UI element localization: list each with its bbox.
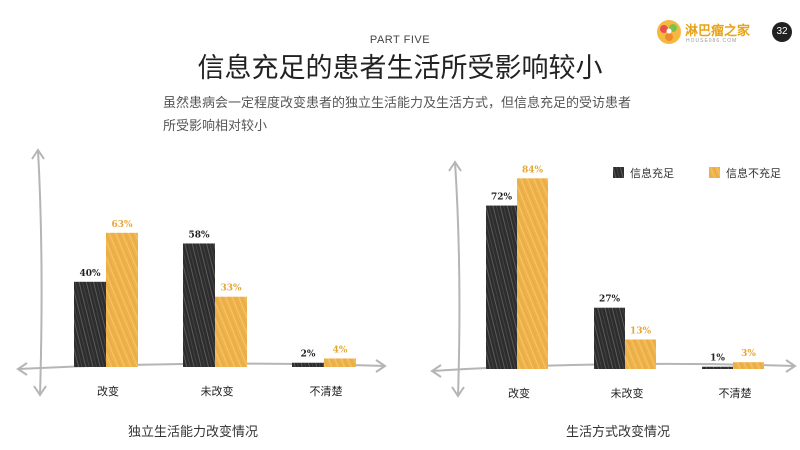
data-label: 40%	[79, 269, 101, 279]
data-label: 33%	[220, 284, 242, 294]
page-title: 信息充足的患者生活所受影响较小	[197, 53, 603, 84]
x-axis-arrow-right	[375, 359, 387, 373]
brand-logo: 淋巴瘤之家 HOUSE086.COM 32	[655, 18, 795, 50]
data-label: 58%	[188, 230, 210, 240]
legend-swatch-1	[709, 167, 720, 178]
bar-sufficient-0	[486, 205, 517, 369]
bar-insufficient-0	[106, 232, 138, 367]
category-label: 不清楚	[310, 384, 343, 398]
bar-insufficient-2	[733, 362, 764, 369]
part-label: PART FIVE	[369, 34, 431, 46]
data-label: 1%	[710, 354, 725, 364]
chart-caption-independent-living: 独立生活能力改变情况	[128, 425, 259, 440]
y-axis-line	[37, 149, 43, 396]
y-axis-line	[454, 161, 461, 397]
page-number-badge: 32	[772, 22, 792, 42]
category-label: 未改变	[201, 384, 234, 398]
category-label: 改变	[97, 384, 119, 398]
bar-sufficient-2	[292, 362, 324, 367]
x-axis-arrow-right	[785, 359, 797, 373]
data-label: 13%	[630, 326, 652, 336]
category-label: 不清楚	[719, 386, 752, 400]
bar-insufficient-1	[215, 296, 247, 367]
logo-icon	[657, 20, 681, 44]
data-label: 4%	[333, 345, 348, 355]
y-axis-arrow-bottom	[451, 386, 465, 398]
chart-lifestyle: 72% 84% 改变 27% 13% 未改变 1% 3% 不清楚 信息充足 信息不充足	[430, 160, 797, 400]
x-axis-arrow-left	[16, 362, 28, 376]
data-label: 63%	[111, 220, 133, 230]
logo-text: 淋巴瘤之家	[685, 24, 751, 39]
x-axis-arrow-left	[430, 364, 442, 378]
bar-sufficient-2	[702, 366, 733, 369]
category-label: 改变	[508, 386, 530, 400]
bar-insufficient-2	[324, 358, 356, 367]
y-axis-arrow-bottom	[33, 385, 47, 397]
data-label: 84%	[522, 165, 544, 175]
bar-insufficient-1	[625, 339, 656, 369]
y-axis-arrow-top	[448, 160, 462, 172]
chart-independent-living: 40% 63% 改变 58% 33% 未改变 2% 4% 不清楚	[16, 148, 387, 398]
legend-swatch-0	[613, 167, 624, 178]
chart-caption-lifestyle: 生活方式改变情况	[566, 425, 671, 440]
bar-sufficient-1	[594, 307, 625, 369]
data-label: 2%	[301, 350, 316, 360]
category-label: 未改变	[611, 386, 644, 400]
data-label: 27%	[599, 295, 621, 305]
bar-insufficient-0	[517, 178, 548, 369]
page-subtitle: 虽然患病会一定程度改变患者的独立生活能力及生活方式，但信息充足的受访患者所受影响…	[163, 96, 632, 134]
legend: 信息充足 信息不充足	[613, 166, 781, 180]
bar-sufficient-0	[74, 281, 106, 367]
legend-label-1: 信息不充足	[726, 166, 781, 180]
y-axis-arrow-top	[31, 148, 45, 160]
data-label: 72%	[491, 193, 513, 203]
bar-sufficient-1	[183, 243, 215, 367]
data-label: 3%	[741, 349, 756, 359]
legend-label-0: 信息充足	[630, 166, 674, 180]
logo-subtext: HOUSE086.COM	[686, 38, 738, 44]
